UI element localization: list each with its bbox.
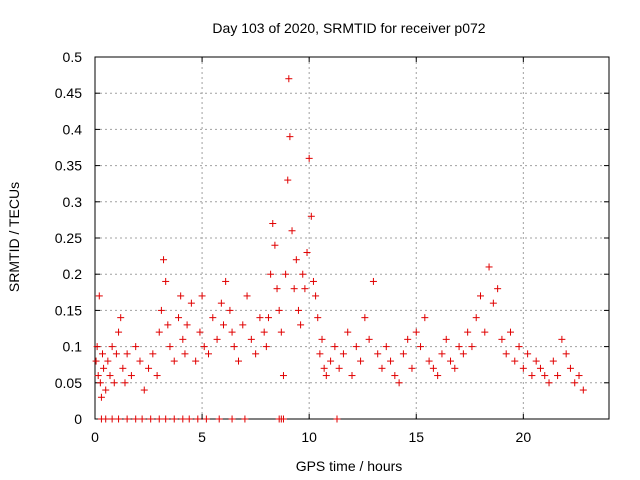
chart: 0 5 10 15 20 0 0.05 0.1 0.15 0.2 0.25 0.3 0.35 0.4 0.… (0, 0, 640, 480)
chart-background (0, 0, 640, 480)
x-tick-label: 15 (408, 429, 424, 445)
chart-title: Day 103 of 2020, SRMTID for receiver p07… (212, 20, 485, 36)
y-tick-label: 0 (74, 411, 82, 427)
y-tick-label: 0.2 (63, 266, 83, 282)
x-tick-label: 10 (301, 429, 317, 445)
x-tick-label: 5 (198, 429, 206, 445)
y-tick-label: 0.45 (55, 85, 82, 101)
y-tick-label: 0.4 (63, 121, 83, 137)
x-tick-label: 0 (91, 429, 99, 445)
y-tick-label: 0.05 (55, 375, 82, 391)
y-tick-label: 0.15 (55, 302, 82, 318)
y-axis-label: SRMTID / TECUs (6, 182, 22, 292)
y-tick-label: 0.25 (55, 230, 82, 246)
x-axis-label: GPS time / hours (296, 458, 403, 474)
x-tick-label: 20 (516, 429, 532, 445)
y-tick-label: 0.3 (63, 194, 83, 210)
y-tick-label: 0.1 (63, 339, 83, 355)
y-tick-label: 0.5 (63, 49, 83, 65)
y-tick-label: 0.35 (55, 158, 82, 174)
